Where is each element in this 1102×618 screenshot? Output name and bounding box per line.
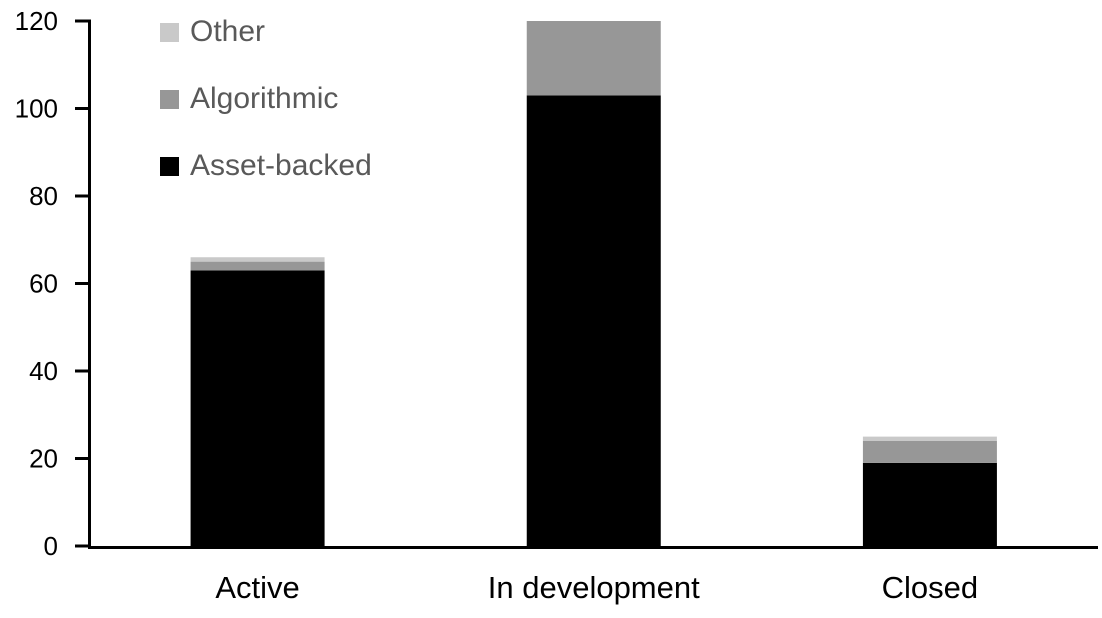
legend-swatch-asset-backed xyxy=(160,156,179,176)
svg-text:Active: Active xyxy=(215,570,299,605)
legend-swatch-other xyxy=(160,22,179,42)
svg-text:80: 80 xyxy=(29,181,58,211)
legend-item-asset-backed: Asset-backed xyxy=(160,149,372,182)
svg-text:In development: In development xyxy=(488,570,700,605)
legend-item-other: Other xyxy=(160,15,372,48)
legend-label-asset-backed: Asset-backed xyxy=(190,149,372,182)
legend-item-algorithmic: Algorithmic xyxy=(160,82,372,115)
svg-text:40: 40 xyxy=(29,356,58,386)
legend: Other Algorithmic Asset-backed xyxy=(160,15,372,219)
svg-text:100: 100 xyxy=(15,94,58,124)
svg-text:60: 60 xyxy=(29,269,58,299)
svg-text:120: 120 xyxy=(15,6,58,36)
legend-swatch-algorithmic xyxy=(160,89,179,109)
legend-label-other: Other xyxy=(190,15,266,48)
svg-text:Closed: Closed xyxy=(882,570,979,605)
svg-text:20: 20 xyxy=(29,444,58,474)
legend-label-algorithmic: Algorithmic xyxy=(190,82,339,115)
svg-text:0: 0 xyxy=(44,531,58,561)
